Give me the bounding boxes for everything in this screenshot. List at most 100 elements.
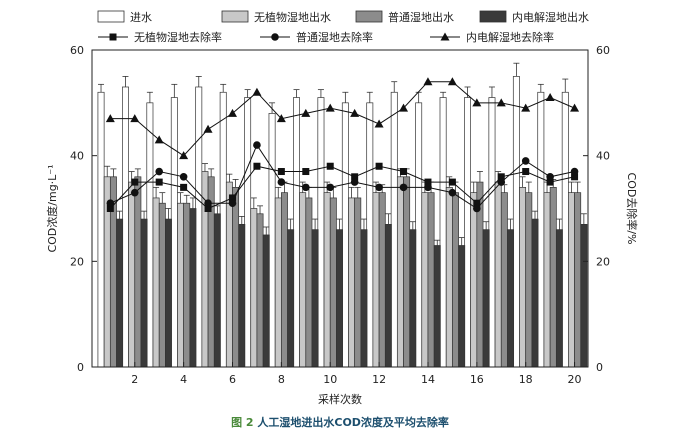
bar xyxy=(537,91,545,368)
triangle-marker xyxy=(276,114,286,123)
triangle-marker xyxy=(545,93,555,102)
circle-marker xyxy=(326,183,335,192)
plot-area xyxy=(97,62,588,368)
triangle-marker xyxy=(179,151,189,160)
legend-label: 无植物湿地出水 xyxy=(254,10,331,24)
y-right-axis-label: COD去除率/% xyxy=(625,173,639,245)
square-marker xyxy=(375,162,383,170)
x-axis-label: 采样次数 xyxy=(318,392,362,406)
bar xyxy=(238,224,246,368)
circle-marker xyxy=(546,173,554,181)
circle-marker xyxy=(271,33,279,41)
x-tick-label: 14 xyxy=(421,373,435,386)
triangle-marker xyxy=(203,124,213,133)
bar xyxy=(250,208,258,368)
bar xyxy=(262,234,270,368)
x-tick-label: 16 xyxy=(470,373,484,386)
square-marker xyxy=(448,178,456,186)
bar xyxy=(128,181,136,368)
bar xyxy=(305,197,313,368)
bar xyxy=(195,86,203,368)
bar xyxy=(366,102,374,368)
bar xyxy=(165,218,172,368)
bar xyxy=(574,192,582,368)
bar xyxy=(293,97,300,368)
bar xyxy=(482,229,490,368)
bar xyxy=(360,229,368,368)
bar xyxy=(494,181,502,368)
legend-label: 进水 xyxy=(130,11,152,24)
triangle-marker xyxy=(472,98,482,107)
bar xyxy=(390,91,398,368)
bar xyxy=(409,229,417,368)
plot-frame xyxy=(91,49,589,368)
triangle-marker xyxy=(423,77,433,86)
bar xyxy=(189,208,197,368)
triangle-marker xyxy=(447,77,457,86)
series-line xyxy=(110,144,575,210)
circle-marker xyxy=(375,183,383,192)
legend-label: 普通湿地出水 xyxy=(388,10,454,24)
triangle-marker xyxy=(496,98,506,107)
bar xyxy=(287,229,295,368)
bar xyxy=(213,213,221,368)
legend-label: 无植物湿地去除率 xyxy=(134,30,222,44)
bar xyxy=(512,76,520,368)
bar xyxy=(183,202,191,368)
y-right-tick-label: 60 xyxy=(596,44,610,57)
bar xyxy=(439,97,447,368)
bar xyxy=(317,97,325,368)
legend-swatch xyxy=(221,10,249,23)
square-marker xyxy=(497,173,505,181)
bar xyxy=(452,192,459,368)
circle-marker xyxy=(350,178,359,186)
bar xyxy=(116,218,124,368)
square-marker xyxy=(228,194,236,202)
legend-label: 普通湿地去除率 xyxy=(296,30,373,44)
series-line xyxy=(109,165,575,210)
triangle-marker xyxy=(374,119,384,128)
bar xyxy=(500,192,508,368)
square-marker xyxy=(253,162,261,170)
circle-marker xyxy=(424,183,432,192)
square-marker xyxy=(180,183,188,191)
bar xyxy=(580,224,588,368)
triangle-marker xyxy=(301,108,311,117)
bar xyxy=(177,202,184,368)
bar xyxy=(561,91,569,368)
circle-marker xyxy=(204,199,212,208)
bar xyxy=(170,97,178,368)
square-marker xyxy=(302,168,310,176)
circle-marker xyxy=(399,183,408,192)
x-tick-label: 10 xyxy=(323,373,337,386)
circle-marker xyxy=(106,199,115,208)
x-tick-label: 20 xyxy=(568,373,582,386)
axes: 0 20 40 60 0 20 40 60 2 4 6 8 10 12 14 16 18 20 采样次数 COD浓度/… xyxy=(45,44,639,406)
bar xyxy=(225,181,233,368)
circle-marker xyxy=(521,157,530,165)
triangle-marker xyxy=(440,32,450,41)
bar xyxy=(268,113,276,368)
triangle-marker xyxy=(130,114,140,123)
y-right-tick-label: 40 xyxy=(596,150,610,163)
circle-marker xyxy=(155,167,163,176)
y-right-tick-label: 0 xyxy=(596,361,603,374)
triangle-marker xyxy=(154,135,164,144)
triangle-marker xyxy=(399,103,409,112)
bar xyxy=(311,229,319,368)
y-left-axis-label: COD浓度/mg·L⁻¹ xyxy=(45,164,59,252)
circle-marker xyxy=(497,178,506,186)
square-marker xyxy=(204,205,212,212)
square-marker xyxy=(326,162,334,170)
bar xyxy=(507,229,515,368)
bar xyxy=(281,192,288,368)
bar xyxy=(427,192,435,368)
legend-swatch xyxy=(97,10,125,23)
bar xyxy=(97,91,105,368)
triangle-marker xyxy=(252,87,262,96)
circle-marker xyxy=(301,183,310,192)
y-left-tick-label: 0 xyxy=(77,361,84,374)
bar xyxy=(378,192,386,368)
y-right-tick-label: 20 xyxy=(596,255,610,268)
x-tick-label: 6 xyxy=(229,373,236,386)
